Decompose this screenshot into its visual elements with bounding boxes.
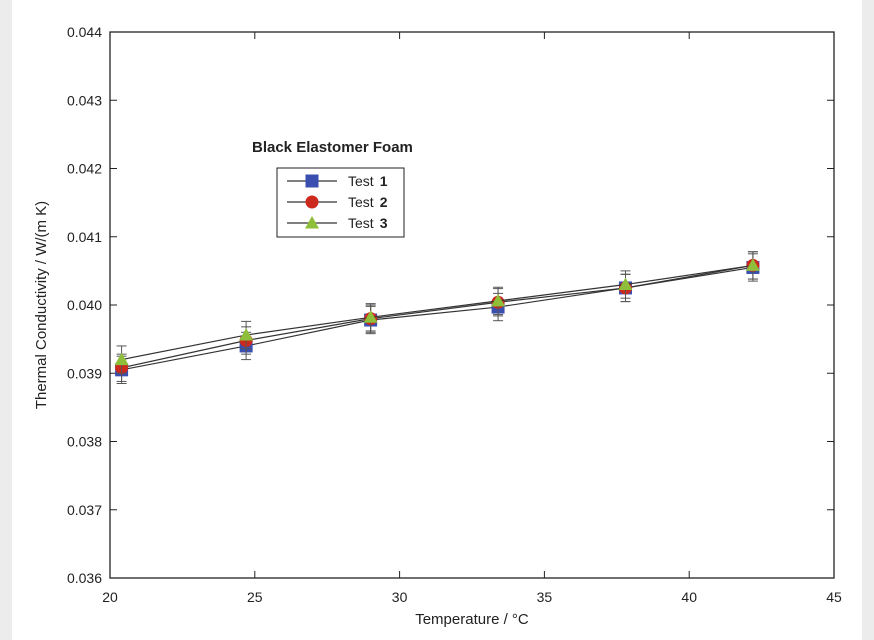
y-tick-label: 0.036 [67,570,102,586]
legend-item-test-3: Test 3 [287,215,388,231]
x-tick-label: 20 [102,589,118,605]
data-point [114,352,129,366]
legend-marker [305,174,319,188]
data-point [745,258,760,271]
y-tick-label: 0.037 [67,502,102,518]
y-tick-label: 0.043 [67,92,102,108]
legend-label: Test 3 [348,215,388,231]
x-tick-label: 30 [392,589,408,605]
figure-frame: 20 25 30 35 40 45 0.036 0.037 0.038 0.039 0.040 0.0… [12,0,862,640]
legend-marker [305,195,319,209]
y-tick-label: 0.040 [67,297,102,313]
chart-annotation: Black Elastomer Foam [252,139,413,156]
series-test-2 [115,251,760,382]
series-test-3 [114,251,760,374]
x-tick-label: 35 [537,589,553,605]
legend: Test 1 Test 2 Test 3 [276,167,405,238]
data-point [618,277,633,291]
legend-item-test-1: Test 1 [287,173,388,189]
y-tick-label: 0.042 [67,161,102,177]
data-series [114,251,760,384]
series-line [121,264,754,369]
x-tick-label: 25 [247,589,263,605]
data-point [363,310,378,323]
y-tick-label: 0.044 [67,24,102,40]
series-line [121,264,754,361]
series-test-1 [115,253,760,384]
x-axis-title: Temperature / °C [415,611,529,628]
axis-ticks: 20 25 30 35 40 45 0.036 0.037 0.038 0.039 0.040 0.0… [67,24,842,605]
y-tick-label: 0.038 [67,434,102,450]
legend-label: Test 2 [348,194,388,210]
y-tick-label: 0.039 [67,365,102,381]
legend-marker [305,216,319,229]
legend-label: Test 1 [348,173,388,189]
y-axis-title: Thermal Conductivity / W/(m K) [33,201,50,409]
x-tick-label: 45 [826,589,842,605]
series-line [121,266,754,371]
data-point [239,328,254,341]
data-point [491,293,506,307]
line-chart: 20 25 30 35 40 45 0.036 0.037 0.038 0.039 0.040 0.0… [33,24,842,628]
y-tick-label: 0.041 [67,229,102,245]
legend-item-test-2: Test 2 [287,194,388,210]
plot-area-border [109,31,835,579]
x-tick-label: 40 [681,589,697,605]
